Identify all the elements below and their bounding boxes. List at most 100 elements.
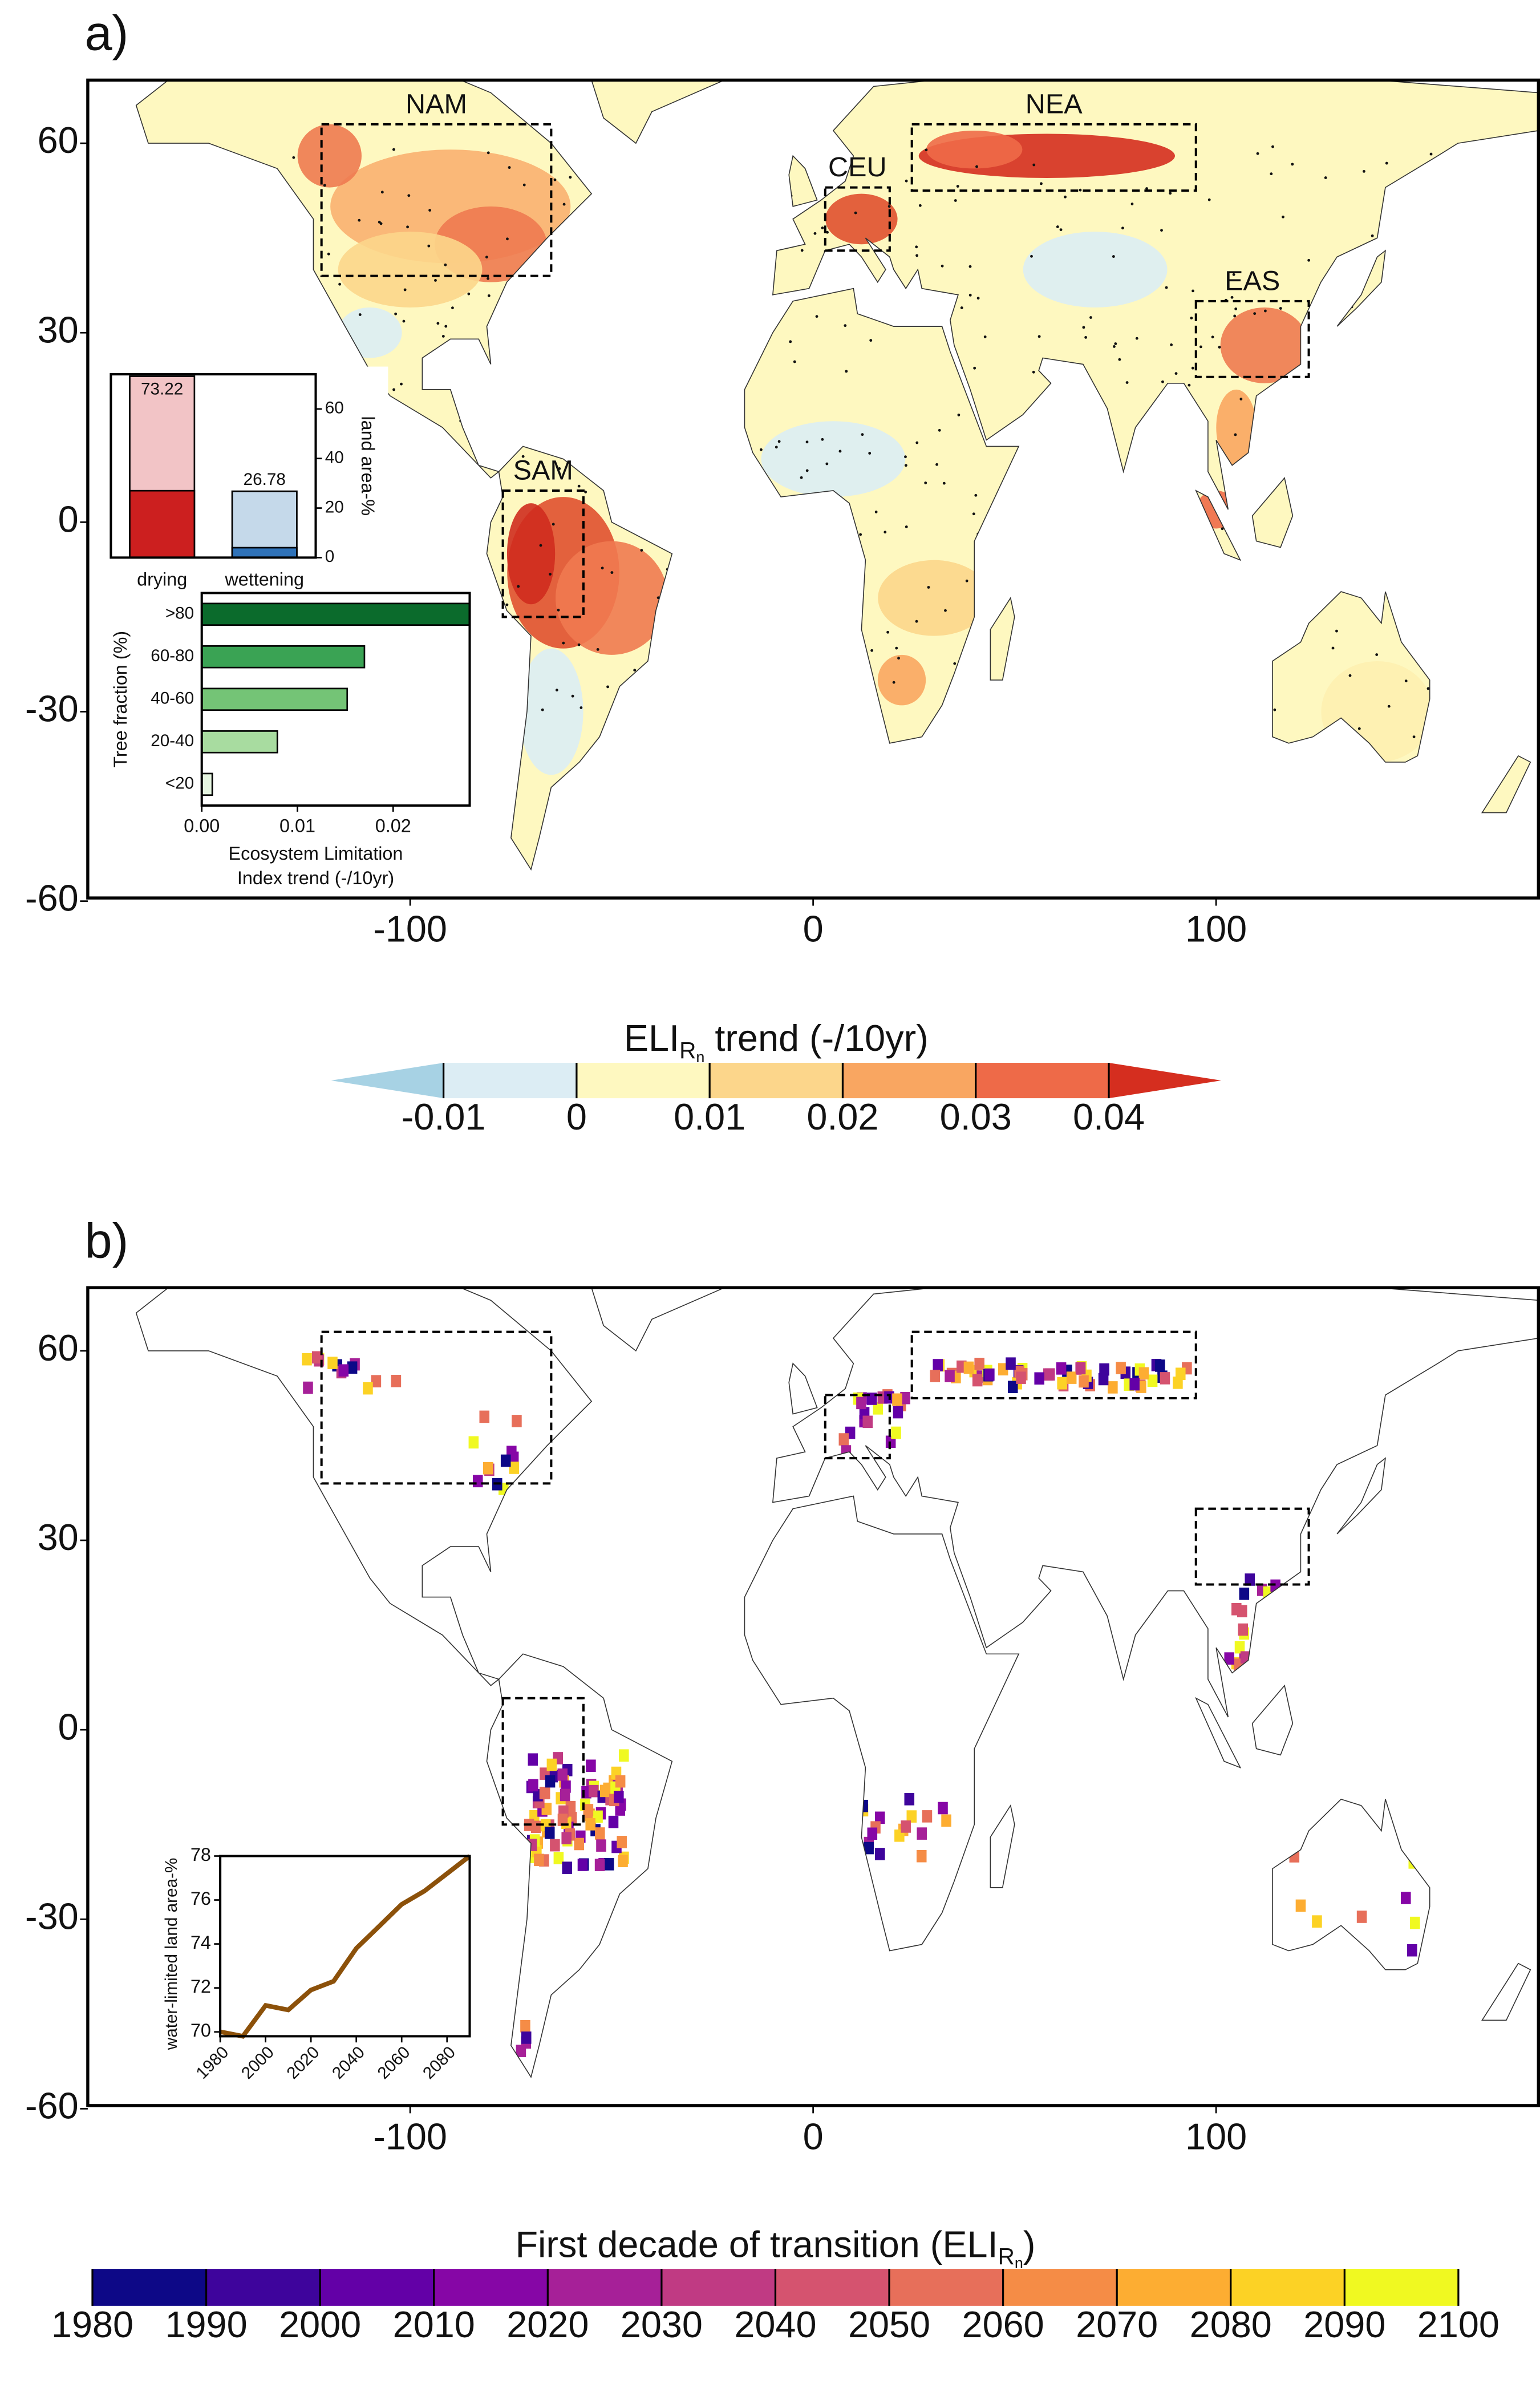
significance-dot [729, 193, 732, 196]
significance-dot [1125, 381, 1129, 384]
transition-cell [904, 1793, 915, 1806]
significance-dot [1192, 289, 1194, 293]
significance-dot [1130, 203, 1134, 205]
transition-cell [874, 1811, 885, 1824]
significance-dot [395, 508, 398, 511]
significance-dot [924, 481, 927, 484]
significance-dot [457, 458, 460, 461]
significance-dot [1032, 370, 1035, 374]
significance-dot [983, 335, 987, 338]
coastline [1481, 755, 1531, 813]
x-tick-label: 100 [1185, 908, 1247, 950]
colorbar-extend [1108, 1062, 1222, 1099]
significance-dot [915, 620, 918, 623]
significance-dot [846, 261, 849, 264]
significance-dot [576, 305, 579, 307]
transition-cell [1410, 1916, 1420, 1929]
transition-cell [539, 1787, 550, 1800]
colorbar-tick-label: 2090 [1303, 2304, 1385, 2345]
significance-dot [789, 340, 792, 343]
significance-dot [846, 530, 850, 533]
significance-dot [1213, 788, 1216, 792]
significance-dot [1274, 620, 1278, 623]
significance-dot [1362, 169, 1365, 173]
significance-dot [1024, 559, 1028, 562]
colorbar-segment [1230, 2269, 1345, 2306]
significance-dot [358, 218, 361, 222]
significance-dot [394, 312, 398, 315]
significance-dot [441, 335, 445, 338]
coastline [1481, 1962, 1531, 2021]
significance-dot [757, 467, 761, 470]
significance-dot [1174, 372, 1178, 375]
x-tick-label: 0.01 [279, 815, 315, 836]
significance-dot [800, 476, 803, 479]
significance-dot [632, 143, 635, 146]
significance-dot [1327, 496, 1331, 500]
bar [201, 687, 348, 711]
land [591, 1288, 725, 1351]
significance-dot [413, 476, 416, 479]
significance-dot [1270, 172, 1273, 176]
significance-dot [1007, 763, 1010, 766]
significance-dot [614, 481, 618, 484]
significance-dot [813, 232, 817, 235]
colorbar-tick-label: 0.04 [1073, 1096, 1145, 1138]
significance-dot [1057, 755, 1061, 759]
colorbar-segment [710, 1062, 843, 1099]
transition-cell [994, 1737, 1005, 1749]
significance-dot [566, 218, 570, 222]
significance-dot [487, 151, 490, 155]
significance-dot [1271, 145, 1274, 148]
x-axis-label: Index trend (-/10yr) [237, 868, 394, 888]
y-axis-label: Tree fraction (%) [110, 631, 131, 768]
significance-dot [487, 277, 489, 280]
significance-dot [886, 630, 890, 634]
significance-dot [1079, 742, 1082, 745]
significance-dot [298, 303, 301, 306]
land [136, 1288, 592, 1686]
significance-dot [836, 512, 839, 516]
transition-cell [838, 1433, 849, 1446]
significance-dot [751, 225, 755, 228]
transition-cell [974, 1358, 984, 1370]
significance-dot [691, 387, 694, 390]
significance-dot [803, 747, 807, 751]
significance-dot [944, 609, 947, 612]
significance-dot [693, 156, 696, 160]
significance-dot [1030, 254, 1033, 258]
significance-dot [599, 171, 603, 174]
significance-dot [403, 288, 407, 292]
land [1482, 755, 1531, 813]
inset-frame [200, 592, 471, 807]
trend-patch [877, 654, 926, 706]
region-box [320, 1330, 553, 1485]
significance-dot [1134, 593, 1138, 596]
significance-dot [440, 589, 443, 592]
significance-dot [432, 546, 436, 549]
significance-dot [469, 408, 472, 411]
transition-cell [1261, 1841, 1272, 1854]
significance-dot [870, 649, 874, 652]
significance-dot [1056, 225, 1059, 229]
significance-dot [1323, 529, 1326, 532]
region-box [910, 1330, 1197, 1399]
significance-dot [392, 571, 395, 574]
significance-dot [821, 226, 824, 229]
significance-dot [1404, 679, 1408, 683]
colorbar-tick-label: 2060 [962, 2304, 1044, 2345]
y-tick-label: 60 [38, 1327, 79, 1369]
coastline [744, 288, 1020, 744]
significance-dot [1432, 561, 1435, 565]
significance-dot [597, 766, 600, 770]
region-box [501, 1697, 585, 1826]
transition-cell [945, 1370, 955, 1382]
significance-dot [1211, 335, 1214, 339]
significance-dot [699, 573, 702, 576]
significance-dot [1256, 152, 1259, 155]
significance-dot [805, 469, 809, 472]
significance-dot [685, 735, 688, 739]
significance-dot [590, 232, 594, 235]
significance-dot [919, 770, 922, 773]
trend-patch [506, 503, 556, 605]
